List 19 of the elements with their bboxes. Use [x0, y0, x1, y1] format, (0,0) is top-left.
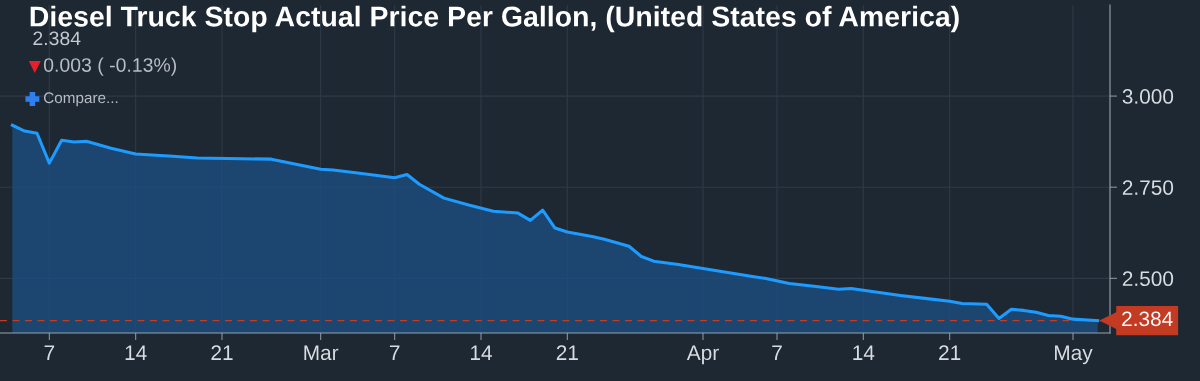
y-tick-label: 2.500 — [1122, 271, 1174, 287]
x-tick-label: 21 — [939, 345, 961, 360]
x-tick-label: 7 — [772, 345, 782, 360]
ref-line-label: 2.384 — [1122, 311, 1173, 327]
annotation: 0.003 ( -0.13%) — [43, 57, 177, 76]
x-tick-label: 21 — [556, 345, 578, 360]
annotation: 2.384 — [33, 31, 81, 46]
x-tick-label: May — [1055, 345, 1093, 365]
x-tick-label: 14 — [853, 345, 875, 360]
x-tick-label: Apr — [686, 345, 719, 365]
x-tick-label: 21 — [211, 345, 233, 360]
x-tick-label: 7 — [389, 345, 400, 360]
x-tick-label: 14 — [471, 345, 492, 360]
y-tick-label: 2.750 — [1122, 180, 1174, 195]
x-tick-label: 14 — [125, 345, 147, 360]
x-tick-label: Mar — [304, 345, 339, 361]
y-tick-label: 3.000 — [1122, 89, 1174, 104]
annotation: Compare... — [43, 92, 118, 107]
x-tick-label: 7 — [44, 345, 55, 360]
